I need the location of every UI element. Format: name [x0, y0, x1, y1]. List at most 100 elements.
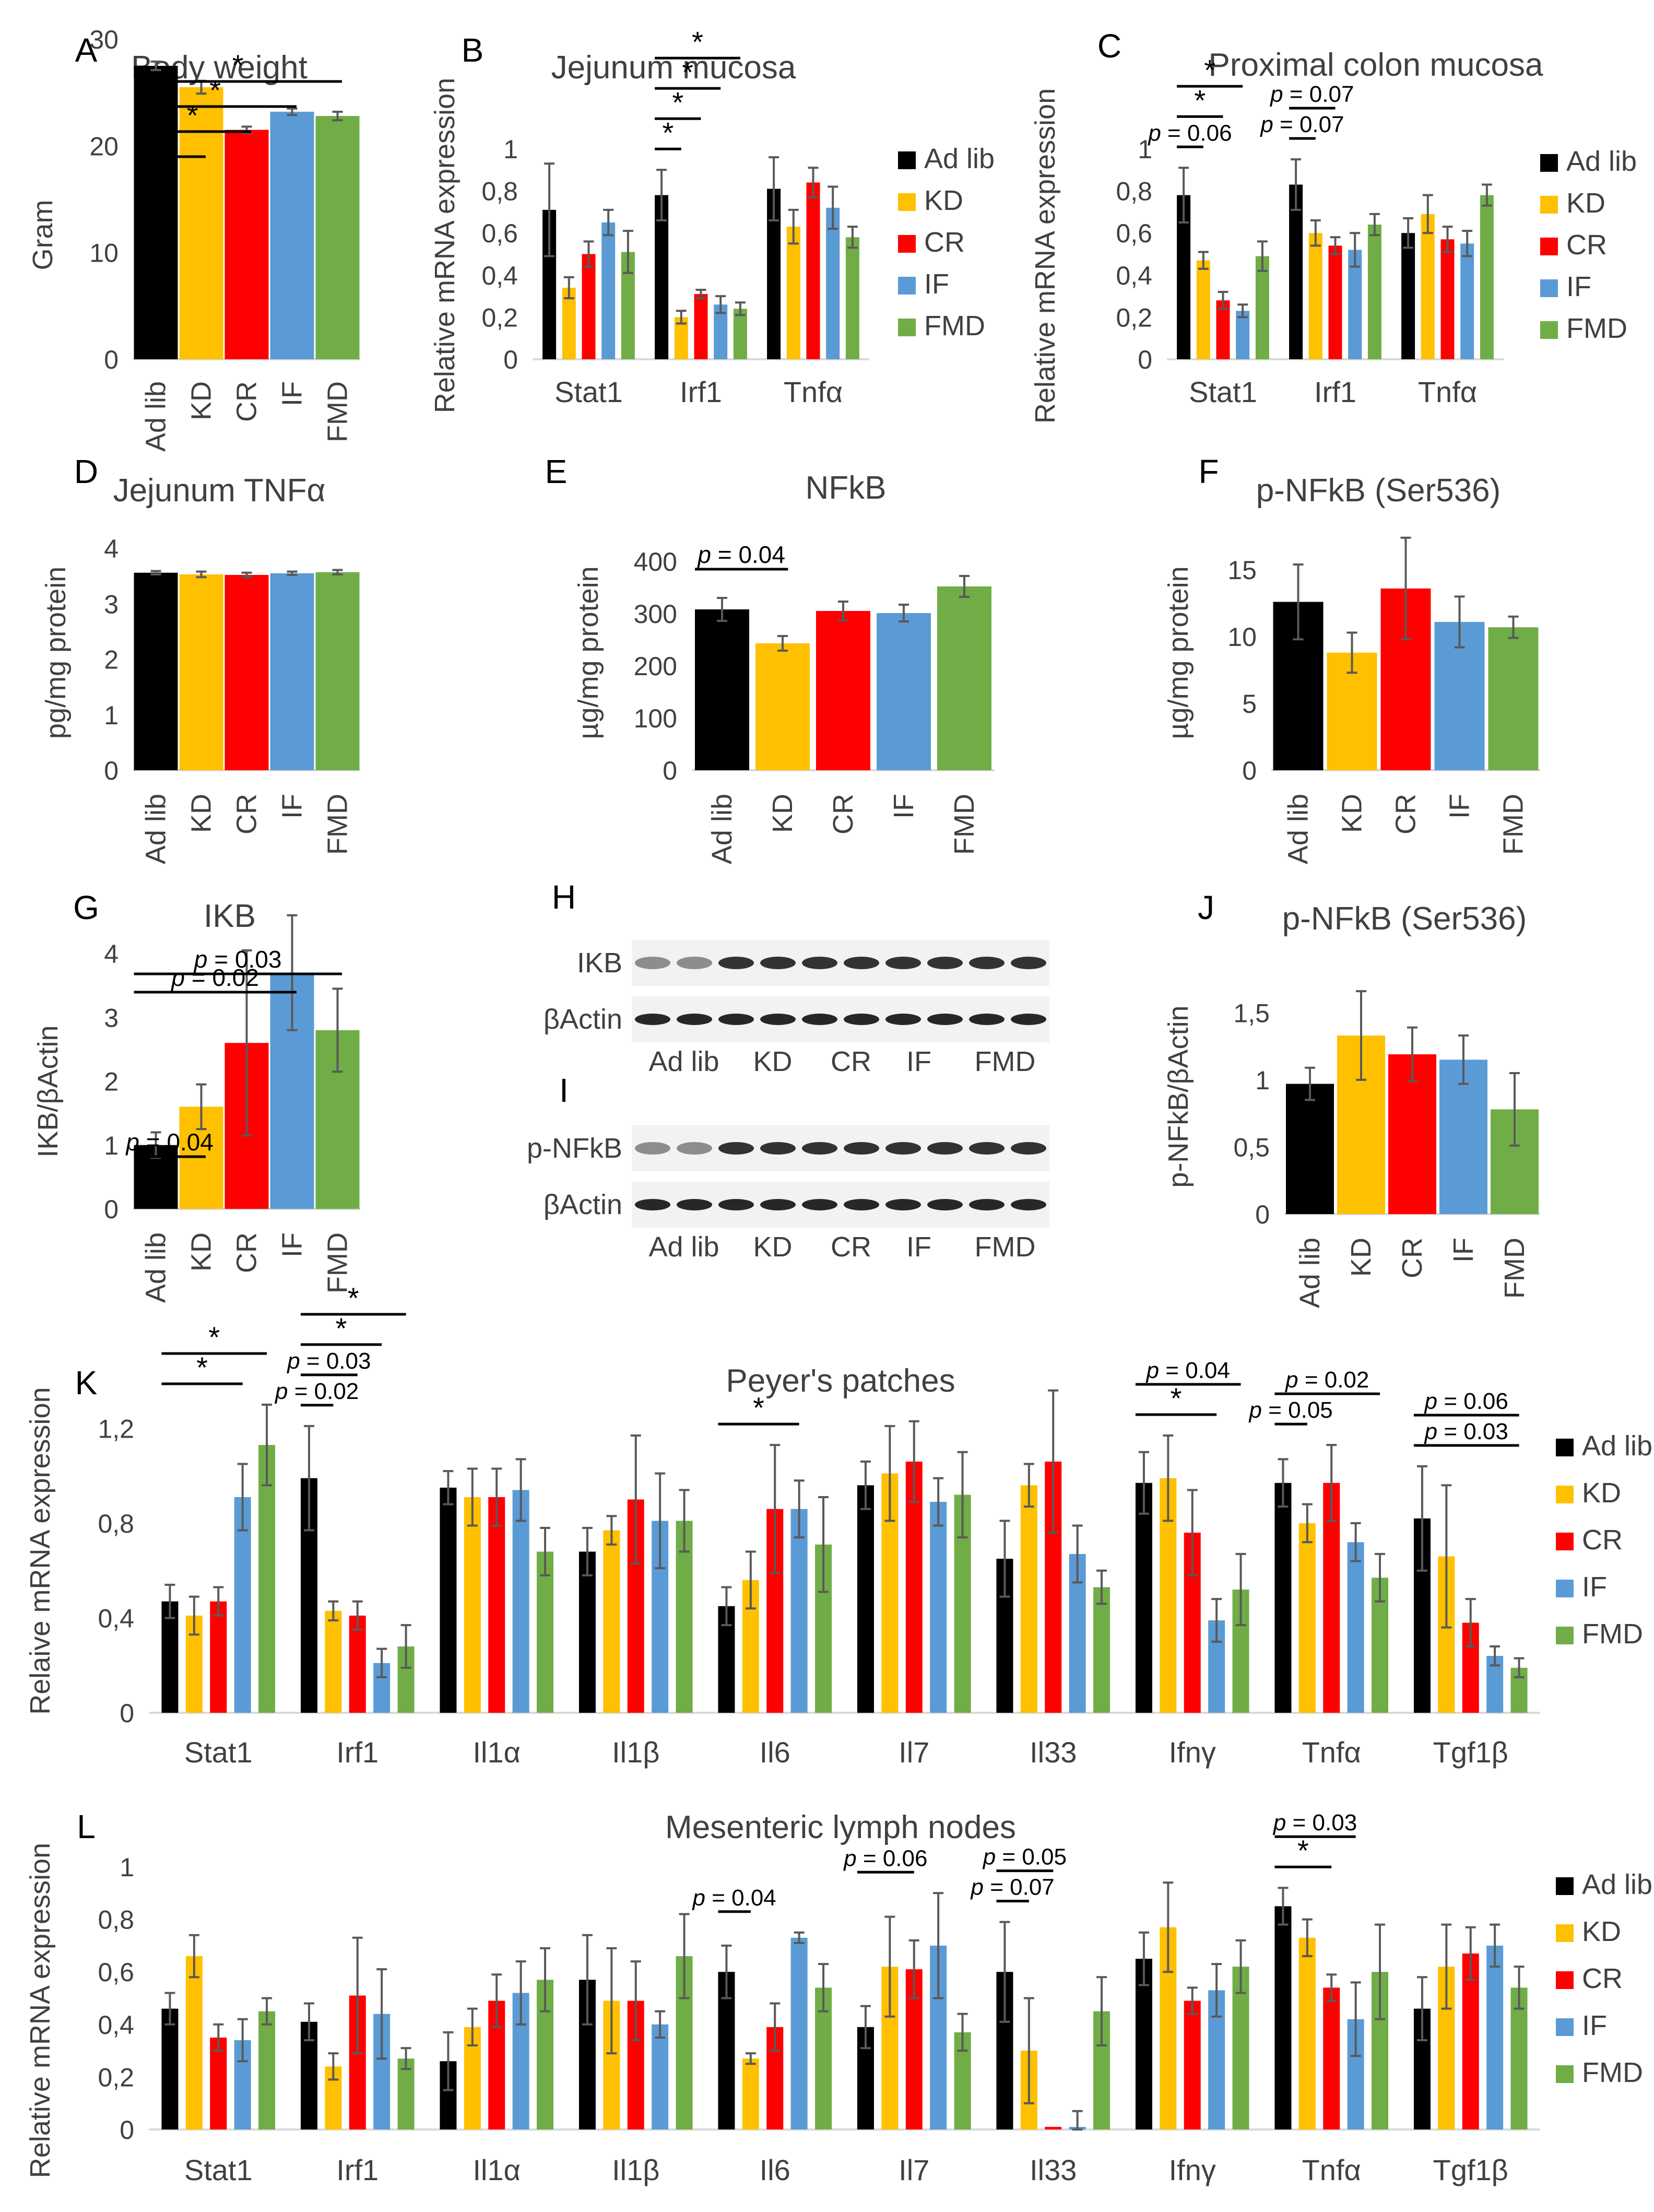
- bar-A-ad-lib: [134, 66, 178, 360]
- blot-band-H: [927, 1014, 963, 1025]
- significance-label-K: p = 0.05: [1248, 1397, 1333, 1423]
- panel-letter-L: L: [77, 1808, 96, 1845]
- legend-label-C: FMD: [1566, 313, 1627, 344]
- bar-L-il6-kd: [742, 2058, 759, 2129]
- x-tick-label-K: Ifnγ: [1169, 1736, 1216, 1769]
- chart-title-K: Peyer's patches: [726, 1363, 955, 1399]
- y-tick-label-L: 0,4: [98, 2010, 134, 2040]
- y-tick-label-A: 0: [104, 345, 119, 374]
- bar-K-stat1-fmd: [258, 1445, 276, 1713]
- significance-label-G: p = 0.04: [125, 1128, 214, 1156]
- y-tick-label-F: 15: [1227, 556, 1257, 585]
- blot-band-H: [760, 957, 796, 969]
- chart-title-L: Mesenteric lymph nodes: [665, 1809, 1016, 1845]
- y-tick-label-F: 10: [1227, 622, 1257, 652]
- x-tick-label-D: FMD: [322, 794, 353, 855]
- blot-band-H: [718, 957, 754, 969]
- x-tick-label-B: Tnfα: [784, 375, 843, 408]
- x-tick-label-K: Il6: [760, 1736, 790, 1769]
- bar-B-tnfα-kd: [786, 227, 800, 359]
- legend-swatch-C: [1540, 321, 1558, 339]
- legend-swatch-C: [1540, 279, 1558, 297]
- legend-swatch-L: [1556, 2018, 1574, 2036]
- blot-band-H: [1011, 1014, 1046, 1025]
- blot-band-H: [927, 957, 963, 969]
- blot-lane-label-H: KD: [753, 1046, 792, 1077]
- chart-title-J: p-NFkB (Ser536): [1282, 901, 1527, 937]
- significance-label-C: p = 0.06: [1147, 120, 1232, 146]
- y-tick-label-F: 5: [1242, 689, 1257, 719]
- bar-L-stat1-cr: [210, 2037, 227, 2129]
- bar-K-il33-kd: [1020, 1485, 1037, 1713]
- x-tick-label-G: Ad lib: [140, 1232, 172, 1303]
- blot-band-H: [677, 1014, 712, 1025]
- x-tick-label-L: Il6: [760, 2154, 790, 2186]
- blot-band-H: [1011, 957, 1046, 969]
- blot-lane-label-I: Ad lib: [648, 1231, 719, 1263]
- blot-band-I: [844, 1199, 879, 1210]
- legend-label-L: Ad lib: [1582, 1869, 1652, 1900]
- significance-label-L: p = 0.06: [843, 1845, 927, 1871]
- bar-C-stat1-cr: [1216, 300, 1230, 359]
- bar-E-ad-lib: [695, 609, 749, 770]
- significance-label-G: p = 0.03: [193, 946, 282, 973]
- y-tick-label-K: 0: [120, 1699, 134, 1728]
- x-tick-label-E: FMD: [949, 794, 980, 855]
- blot-band-H: [844, 957, 879, 969]
- x-tick-label-B: Irf1: [680, 375, 722, 408]
- blot-band-H: [760, 1014, 796, 1025]
- y-tick-label-D: 3: [104, 590, 119, 619]
- panel-letter-K: K: [75, 1364, 98, 1402]
- bar-K-irf1-cr: [349, 1615, 366, 1713]
- legend-label-C: Ad lib: [1566, 146, 1637, 177]
- blot-band-I: [885, 1199, 921, 1210]
- bar-B-stat1-cr: [582, 254, 596, 359]
- y-tick-label-C: 0,4: [1116, 261, 1152, 290]
- significance-label-E: p = 0.04: [696, 541, 785, 568]
- bar-C-tnfα-cr: [1440, 239, 1455, 359]
- blot-band-H: [885, 957, 921, 969]
- x-tick-label-J: FMD: [1499, 1238, 1530, 1299]
- x-tick-label-F: Ad lib: [1283, 794, 1314, 864]
- y-tick-label-J: 1,5: [1233, 998, 1270, 1028]
- legend-swatch-B: [898, 151, 916, 169]
- y-tick-label-C: 0,6: [1116, 219, 1152, 248]
- bar-K-stat1-cr: [210, 1601, 227, 1713]
- x-tick-label-L: Il7: [899, 2154, 929, 2186]
- chart-title-D: Jejunum TNFα: [113, 473, 326, 509]
- bar-L-irf1-fmd: [397, 2058, 415, 2129]
- chart-title-F: p-NFkB (Ser536): [1256, 473, 1501, 509]
- legend-label-B: Ad lib: [924, 143, 995, 174]
- bar-K-il1β-kd: [603, 1530, 620, 1713]
- bar-C-irf1-cr: [1328, 245, 1342, 359]
- significance-label-K: *: [753, 1391, 764, 1424]
- y-tick-label-F: 0: [1242, 756, 1257, 785]
- x-tick-label-G: FMD: [322, 1232, 353, 1293]
- significance-label-K: *: [196, 1351, 208, 1384]
- x-tick-label-F: IF: [1444, 794, 1475, 819]
- significance-label-B: *: [663, 116, 674, 149]
- bar-F-fmd: [1488, 627, 1539, 770]
- blot-band-I: [718, 1199, 754, 1210]
- bar-E-cr: [816, 611, 870, 770]
- x-tick-label-F: FMD: [1498, 794, 1529, 855]
- blot-band-H: [677, 957, 712, 969]
- x-tick-label-J: Ad lib: [1294, 1238, 1326, 1308]
- bar-E-kd: [755, 643, 810, 770]
- bar-L-ifnγ-cr: [1184, 2001, 1201, 2129]
- bar-K-stat1-if: [234, 1497, 251, 1713]
- bar-L-tnfα-cr: [1323, 1987, 1340, 2129]
- significance-label-L: p = 0.05: [982, 1844, 1067, 1870]
- bar-L-tnfα-ad-lib: [1274, 1906, 1292, 2129]
- significance-label-A: *: [164, 124, 175, 157]
- bar-K-il7-ad-lib: [857, 1485, 874, 1713]
- legend-swatch-B: [898, 319, 916, 336]
- bar-C-irf1-fmd: [1367, 225, 1381, 359]
- legend-swatch-B: [898, 193, 916, 211]
- bar-C-tnfα-kd: [1421, 214, 1435, 359]
- significance-label-C: p = 0.07: [1259, 112, 1344, 137]
- x-tick-label-E: IF: [888, 794, 919, 819]
- bar-C-stat1-kd: [1196, 260, 1210, 359]
- y-axis-label-K: Relaive mRNA expression: [25, 1387, 56, 1714]
- y-tick-label-B: 1: [503, 135, 518, 164]
